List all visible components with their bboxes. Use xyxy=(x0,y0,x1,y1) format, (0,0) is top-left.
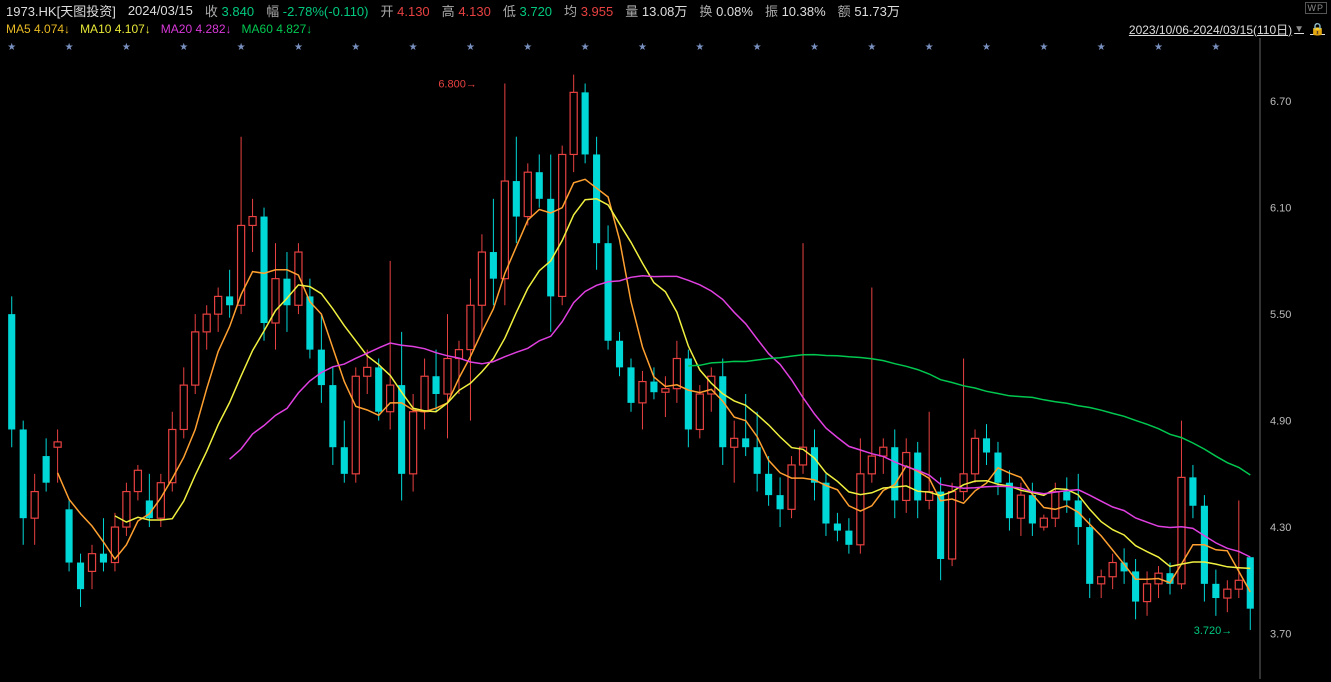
low-label: 低 xyxy=(503,4,516,19)
svg-text:★: ★ xyxy=(294,42,303,53)
high-value: 4.130 xyxy=(458,4,491,19)
svg-text:★: ★ xyxy=(122,42,131,53)
svg-text:★: ★ xyxy=(867,42,876,53)
ma60-label: MA60 xyxy=(242,22,273,36)
svg-text:★: ★ xyxy=(581,42,590,53)
vol-value: 13.08万 xyxy=(642,4,688,19)
svg-text:5.50: 5.50 xyxy=(1270,309,1291,321)
svg-text:3.70: 3.70 xyxy=(1270,629,1291,641)
amplitude-label: 振 xyxy=(765,4,778,19)
ma60-value: 4.827↓ xyxy=(276,22,312,36)
date-range[interactable]: 2023/10/06-2024/03/15(110日) ▼ 🔒 xyxy=(1129,21,1325,38)
close-label: 收 xyxy=(205,4,218,19)
ma10-value: 4.107↓ xyxy=(115,22,151,36)
ma5-label: MA5 xyxy=(6,22,31,36)
amount-value: 51.73万 xyxy=(854,4,900,19)
date-range-text: 2023/10/06-2024/03/15(110日) xyxy=(1129,21,1292,38)
open-value: 4.130 xyxy=(397,4,430,19)
turnover-value: 0.08% xyxy=(716,4,753,19)
svg-text:★: ★ xyxy=(466,42,475,53)
svg-text:★: ★ xyxy=(810,42,819,53)
ticker-symbol[interactable]: 1973.HK[天图投资] xyxy=(6,1,116,20)
svg-text:★: ★ xyxy=(351,42,360,53)
svg-text:6.10: 6.10 xyxy=(1270,203,1291,215)
svg-text:★: ★ xyxy=(1097,42,1106,53)
svg-text:★: ★ xyxy=(753,42,762,53)
svg-text:★: ★ xyxy=(982,42,991,53)
wp-badge[interactable]: WP xyxy=(1305,2,1328,14)
svg-text:★: ★ xyxy=(237,42,246,53)
avg-value: 3.955 xyxy=(581,4,614,19)
svg-text:★: ★ xyxy=(65,42,74,53)
quote-date: 2024/03/15 xyxy=(128,3,193,18)
lock-icon[interactable]: 🔒 xyxy=(1310,22,1325,36)
svg-text:4.90: 4.90 xyxy=(1270,416,1291,428)
turnover-label: 换 xyxy=(699,4,712,19)
quote-header: 1973.HK[天图投资] 2024/03/15 收 3.840 幅 -2.78… xyxy=(0,0,1331,20)
chevron-down-icon: ▼ xyxy=(1294,24,1304,35)
svg-text:★: ★ xyxy=(925,42,934,53)
svg-text:★: ★ xyxy=(179,42,188,53)
change-label: 幅 xyxy=(266,4,279,19)
candlestick-chart[interactable]: 3.70 4.30 4.90 5.50 6.10 6.70 ★ ★ ★ ★ ★ ★ ★ ★ ★ ★ ★ ★ ★ ★ ★ ★… xyxy=(0,38,1331,679)
svg-text:★: ★ xyxy=(7,42,16,53)
svg-text:★: ★ xyxy=(695,42,704,53)
ma20-value: 4.282↓ xyxy=(196,22,232,36)
change-value: -2.78%(-0.110) xyxy=(283,4,369,19)
svg-text:6.70: 6.70 xyxy=(1270,96,1291,108)
high-label: 高 xyxy=(442,4,455,19)
svg-text:★: ★ xyxy=(1211,42,1220,53)
ma5-value: 4.074↓ xyxy=(34,22,70,36)
ma20-label: MA20 xyxy=(161,22,192,36)
amplitude-value: 10.38% xyxy=(782,4,826,19)
open-label: 开 xyxy=(380,4,393,19)
svg-text:★: ★ xyxy=(1154,42,1163,53)
amount-label: 额 xyxy=(838,4,851,19)
svg-text:6.800→: 6.800→ xyxy=(438,78,477,90)
svg-text:★: ★ xyxy=(1039,42,1048,53)
ma10-label: MA10 xyxy=(80,22,111,36)
low-value: 3.720 xyxy=(520,4,553,19)
svg-text:4.30: 4.30 xyxy=(1270,522,1291,534)
ma-header: MA5 4.074↓ MA10 4.107↓ MA20 4.282↓ MA60 … xyxy=(0,20,1331,38)
svg-text:3.720→: 3.720→ xyxy=(1194,625,1233,637)
svg-text:★: ★ xyxy=(638,42,647,53)
vol-label: 量 xyxy=(625,4,638,19)
avg-label: 均 xyxy=(564,4,577,19)
close-value: 3.840 xyxy=(222,4,255,19)
svg-text:★: ★ xyxy=(409,42,418,53)
svg-text:★: ★ xyxy=(523,42,532,53)
